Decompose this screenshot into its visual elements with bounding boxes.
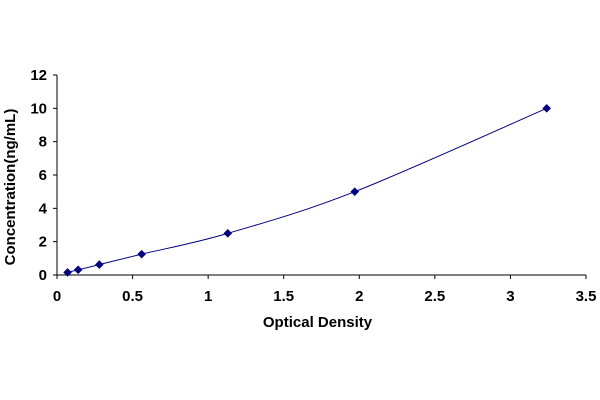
x-tick-label: 0.5: [122, 288, 143, 305]
data-point: [95, 260, 104, 269]
y-tick-label: 6: [39, 167, 47, 184]
y-tick-label: 12: [30, 67, 47, 84]
data-point: [73, 265, 83, 275]
data-point: [223, 229, 233, 238]
x-tick-label: 2.5: [424, 288, 445, 305]
x-axis-title: Optical Density: [263, 314, 373, 331]
x-tick-label: 3.5: [576, 288, 597, 305]
series-line: [67, 107, 547, 273]
data-point: [350, 187, 360, 196]
y-tick-label: 8: [39, 134, 47, 151]
y-tick-label: 0: [39, 267, 47, 284]
data-point: [542, 104, 552, 113]
data-points: [63, 104, 552, 277]
x-tick-label: 0: [53, 288, 61, 305]
y-tick-label: 10: [30, 100, 47, 117]
x-tick-label: 3: [506, 288, 514, 305]
data-point: [137, 249, 146, 259]
y-tick-label: 2: [39, 234, 47, 251]
x-tick-label: 1.5: [273, 288, 294, 305]
x-tick-label: 2: [355, 288, 363, 305]
y-tick-label: 4: [39, 200, 48, 217]
y-axis-ticks: 0 2 4 6 8 10 12: [30, 67, 57, 284]
x-axis-ticks: 0 0.5 1 1.5 2 2.5 3 3.5: [53, 275, 597, 305]
y-axis-title: Concentration(ng/mL): [2, 109, 19, 266]
data-point: [63, 268, 72, 277]
x-tick-label: 1: [204, 288, 212, 305]
